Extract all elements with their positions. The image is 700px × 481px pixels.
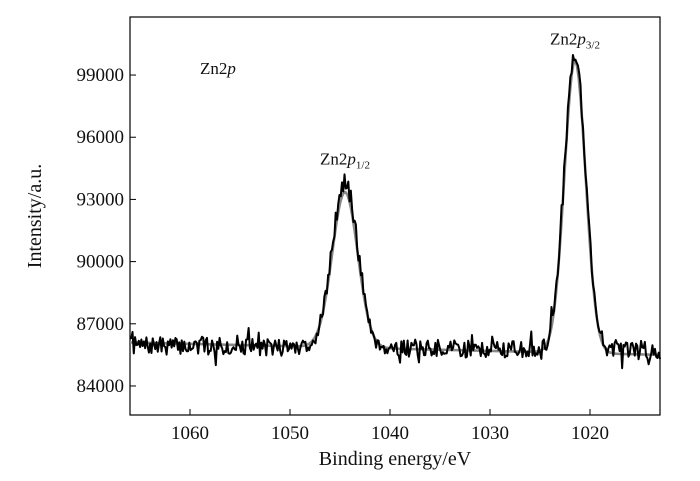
x-tick-label: 1030 bbox=[471, 423, 509, 444]
region-label-prefix: Zn2 bbox=[200, 59, 227, 78]
region-label: Zn2p bbox=[200, 59, 236, 78]
region-label-italic: p bbox=[226, 59, 236, 78]
peak-label-left-prefix: Zn2 bbox=[320, 150, 347, 169]
x-tick-label: 1040 bbox=[371, 423, 409, 444]
peak-label-zn2p3-2: Zn2p3/2 bbox=[550, 29, 600, 51]
x-axis-ticks: 1060 1050 1040 1030 1020 bbox=[171, 409, 609, 444]
peak-label-right-italic: p bbox=[576, 29, 586, 48]
y-tick-label: 84000 bbox=[77, 376, 125, 397]
peak-label-left-italic: p bbox=[346, 150, 356, 169]
x-tick-label: 1050 bbox=[271, 423, 309, 444]
y-axis-ticks: 84000 87000 90000 93000 96000 99000 bbox=[77, 65, 136, 397]
y-tick-label: 90000 bbox=[77, 252, 125, 273]
peak-label-right-sub: 3/2 bbox=[586, 39, 600, 51]
y-tick-label: 96000 bbox=[77, 127, 125, 148]
peak-label-right-prefix: Zn2 bbox=[550, 29, 577, 48]
y-tick-label: 99000 bbox=[77, 65, 125, 86]
x-tick-label: 1020 bbox=[571, 423, 609, 444]
plot-frame bbox=[129, 16, 661, 416]
x-axis-title: Binding energy/eV bbox=[319, 448, 472, 470]
y-axis-title: Intensity/a.u. bbox=[24, 164, 46, 268]
x-tick-label: 1060 bbox=[171, 423, 209, 444]
raw-data-line bbox=[129, 54, 661, 370]
peak-label-left-sub: 1/2 bbox=[356, 160, 370, 172]
y-tick-label: 87000 bbox=[77, 314, 125, 335]
series-layer bbox=[129, 54, 661, 370]
peak-label-zn2p1-2: Zn2p1/2 bbox=[320, 150, 370, 172]
y-tick-label: 93000 bbox=[77, 189, 125, 210]
